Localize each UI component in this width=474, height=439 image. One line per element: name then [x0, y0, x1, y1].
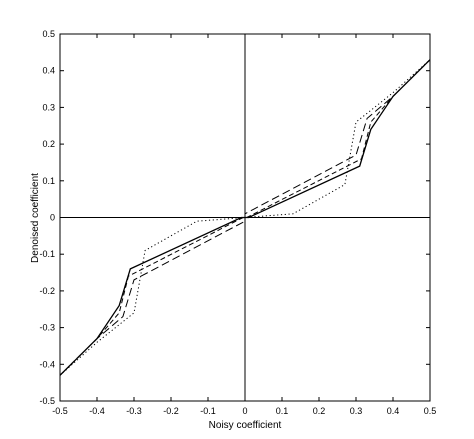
- y-tick-label: 0.4: [42, 66, 55, 76]
- x-tick-label: 0: [242, 406, 247, 416]
- series-line-dot: [59, 59, 431, 376]
- y-tick-label: 0.3: [42, 102, 55, 112]
- y-tick-label: 0: [50, 213, 55, 223]
- x-tick-label: 0.1: [276, 406, 289, 416]
- series-line-dash: [59, 59, 431, 376]
- x-tick-label: 0.3: [350, 406, 363, 416]
- y-tick-label: -0.2: [39, 286, 55, 296]
- y-tick-label: -0.4: [39, 359, 55, 369]
- tick-layer: -0.5 -0.4 -0.3 -0.2 -0.1 0 0.1 0.2 0.3 0.4 0.5 0.5 0…: [39, 29, 436, 416]
- y-tick-label: -0.5: [39, 396, 55, 406]
- y-tick-label: 0.2: [42, 139, 55, 149]
- x-tick-label: -0.5: [52, 406, 68, 416]
- x-tick-label: 0.2: [313, 406, 326, 416]
- x-tick-label: -0.2: [163, 406, 179, 416]
- y-tick-label: -0.3: [39, 323, 55, 333]
- x-tick-label: 0.4: [387, 406, 400, 416]
- series-line-longdash: [59, 59, 431, 376]
- x-tick-label: 0.5: [424, 406, 437, 416]
- y-tick-label: -0.1: [39, 249, 55, 259]
- x-tick-label: -0.4: [89, 406, 105, 416]
- series-layer: [59, 59, 431, 376]
- y-tick-label: 0.5: [42, 29, 55, 39]
- x-tick-label: -0.1: [200, 406, 216, 416]
- x-tick-label: -0.3: [126, 406, 142, 416]
- y-axis-label: Denoised coefficient: [30, 173, 41, 263]
- y-tick-label: 0.1: [42, 176, 55, 186]
- x-axis-label: Noisy coefficient: [209, 420, 282, 431]
